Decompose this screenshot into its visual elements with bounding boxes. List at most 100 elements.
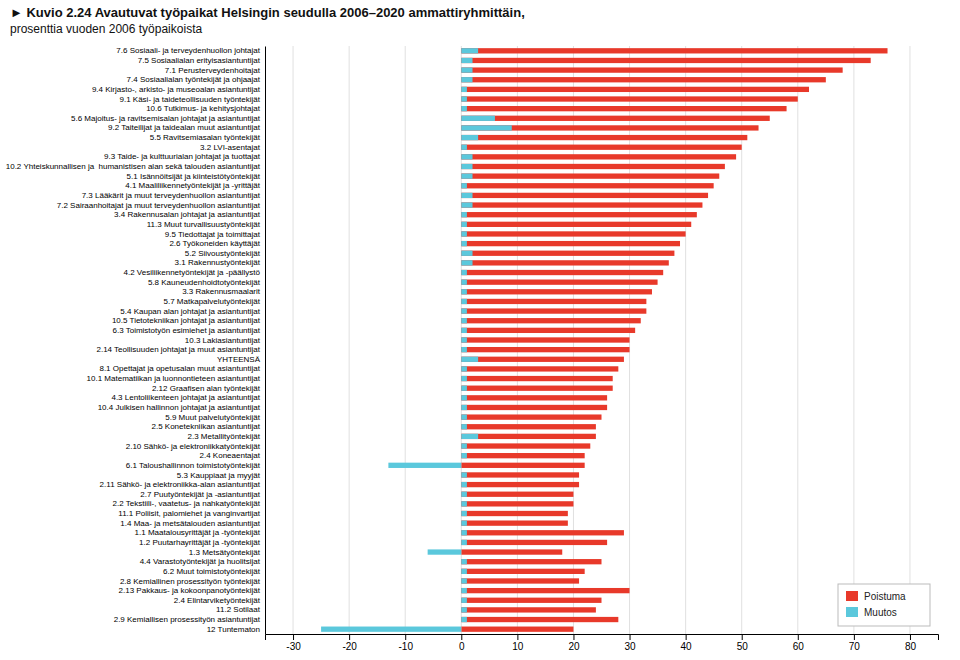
category-label: 4.1 Maaliliikennetyöntekijät ja -yrittäj… [125,181,261,190]
bar [461,559,601,564]
bar [461,96,467,101]
category-label: 7.1 Perusterveydenhoitajat [165,66,261,75]
bar [461,96,798,101]
plot: -30-20-10010203040506070807.6 Sosiaali- … [6,46,939,652]
bar [461,443,590,448]
tick: 10.4 Julkisen hallinnon johtajat ja asia… [98,403,265,412]
tick: 5.3 Kauppiaat ja myyjät [177,471,265,480]
tick: 40 [681,634,693,652]
tick: 1.3 Metsätyöntekijät [189,548,265,557]
bar [461,549,562,554]
category-label: 3.4 Rakennusalan johtajat ja asiantuntij… [114,210,261,219]
tick: 5.9 Muut palvelutyöntekijät [165,413,265,422]
tick: 80 [905,634,917,652]
category-label: 9.4 Kirjasto-, arkisto- ja museoalan asi… [92,85,261,94]
tick: 8.1 Opettajat ja opetusalan muut asiantu… [99,364,265,373]
tick: 2.7 Puutyöntekijät ja -asiantuntijat [140,490,265,499]
tick-mark [910,634,911,640]
bar [461,376,467,381]
bar [461,280,467,285]
bar [461,540,467,545]
category-label: 2.3 Metallityöntekijät [188,432,261,441]
category-label: 2.9 Kemiallisen prosessityön asiantuntij… [114,615,261,624]
tick: 2.10 Sähkö- ja elektroniikkatyöntekijät [126,442,265,451]
category-label: 1.1 Maatalousyrittäjät ja -työntekijät [135,528,261,537]
bar [461,202,702,207]
tick: 2.13 Pakkaus- ja kokoonpanotyöntekijät [119,586,265,595]
bar [461,588,467,593]
bar [461,280,657,285]
tick: 50 [737,634,749,652]
bar [461,87,809,92]
category-label: 7.4 Sosiaalialan työntekijät ja ohjaajat [127,75,261,84]
bar [461,183,467,188]
bar [461,164,725,169]
tick-label: 60 [793,641,805,652]
bar [461,434,596,439]
tick-label: -30 [286,641,301,652]
tick: 5.7 Matkapalvelutyöntekijät [164,297,266,306]
bar [461,251,674,256]
category-label: 1.2 Puutarhayrittäjät ja -työntekijät [139,538,261,547]
category-label: 12 Tuntematon [207,625,260,634]
category-label: 5.1 Isännöitsijät ja kiinteistötyöntekij… [127,172,261,181]
category-label: 7.5 Sosiaalialan erityisasiantuntijat [138,56,261,65]
tick-mark [405,634,406,640]
tick: 2.6 Työkoneiden käyttäjät [169,239,265,248]
tick: 5.8 Kauneudenhoidtotyöntekijät [148,278,265,287]
category-label: 2.2 Tekstiili-, vaatetus- ja nahkatyönte… [113,499,261,508]
tick: 1.4 Maa- ja metsätalouden asiantuntijat [120,519,265,528]
bar [461,67,472,72]
tick: 6.2 Muut toimistotyöntekijät [163,567,265,576]
tick-label: 0 [459,641,465,652]
grid-line [853,46,854,634]
category-label: 5.8 Kauneudenhoidtotyöntekijät [148,278,261,287]
tick-mark [854,634,855,640]
grid-line [797,46,798,634]
tick: 2.5 Konetekniikan asiantuntijat [151,422,265,431]
category-label: 2.11 Sähkö- ja elektroniikka-alan asiant… [100,480,261,489]
bar [461,395,607,400]
legend-swatch [846,607,858,617]
series [321,48,512,632]
category-label: 1.4 Maa- ja metsätalouden asiantuntijat [120,519,260,528]
tick: 9.5 Tiedottajat ja toimittajat [165,230,265,239]
category-label: 2.5 Konetekniikan asiantuntijat [151,422,260,431]
bar [461,578,579,583]
tick: 60 [793,634,805,652]
tick: 2.8 Kemiallinen prosessityön työntekijät [120,577,265,586]
category-label: 5.2 Siivoustyöntekijät [185,249,261,258]
category-label: 2.4 Koneaentajat [200,451,261,460]
bar [461,125,511,130]
tick: -10 [398,634,413,652]
category-label: 9.3 Taide- ja kulttuurialan johtajat ja … [104,152,261,161]
bar [461,463,584,468]
category-label: 10.2 Yhteiskunnallisen ja humanistisen a… [6,162,261,171]
bar [461,511,568,516]
bar [461,241,467,246]
tick: 11.1 Poliisit, palomiehet ja vanginvarti… [118,509,265,518]
category-label: 7.3 Lääkärit ja muut terveydenhuollon as… [82,191,261,200]
tick: 20 [568,634,580,652]
tick: 9.3 Taide- ja kulttuurialan johtajat ja … [104,152,265,161]
bar [461,501,467,506]
tick: 3.2 LVI-asentajat [200,143,265,152]
bar [461,116,769,121]
tick: -20 [342,634,357,652]
bar [461,530,624,535]
bar [461,453,584,458]
bar [461,607,467,612]
bar [461,453,467,458]
tick-mark [461,634,462,640]
bar [461,270,467,275]
bar [461,443,467,448]
tick: 4.3 Lentoliikenteen johtajat ja asiantun… [111,393,265,402]
grid-line [685,46,686,634]
category-label: 10.1 Matematiikan ja luonnontieteen asia… [87,374,261,383]
bar [461,241,680,246]
bar [461,222,467,227]
category-label: 9.1 Käsi- ja taideteollisuuden työntekij… [119,95,260,104]
bar [461,145,467,150]
tick: 11.2 Sotilaat [216,605,265,614]
category-label: 6.2 Muut toimistotyöntekijät [163,567,261,576]
